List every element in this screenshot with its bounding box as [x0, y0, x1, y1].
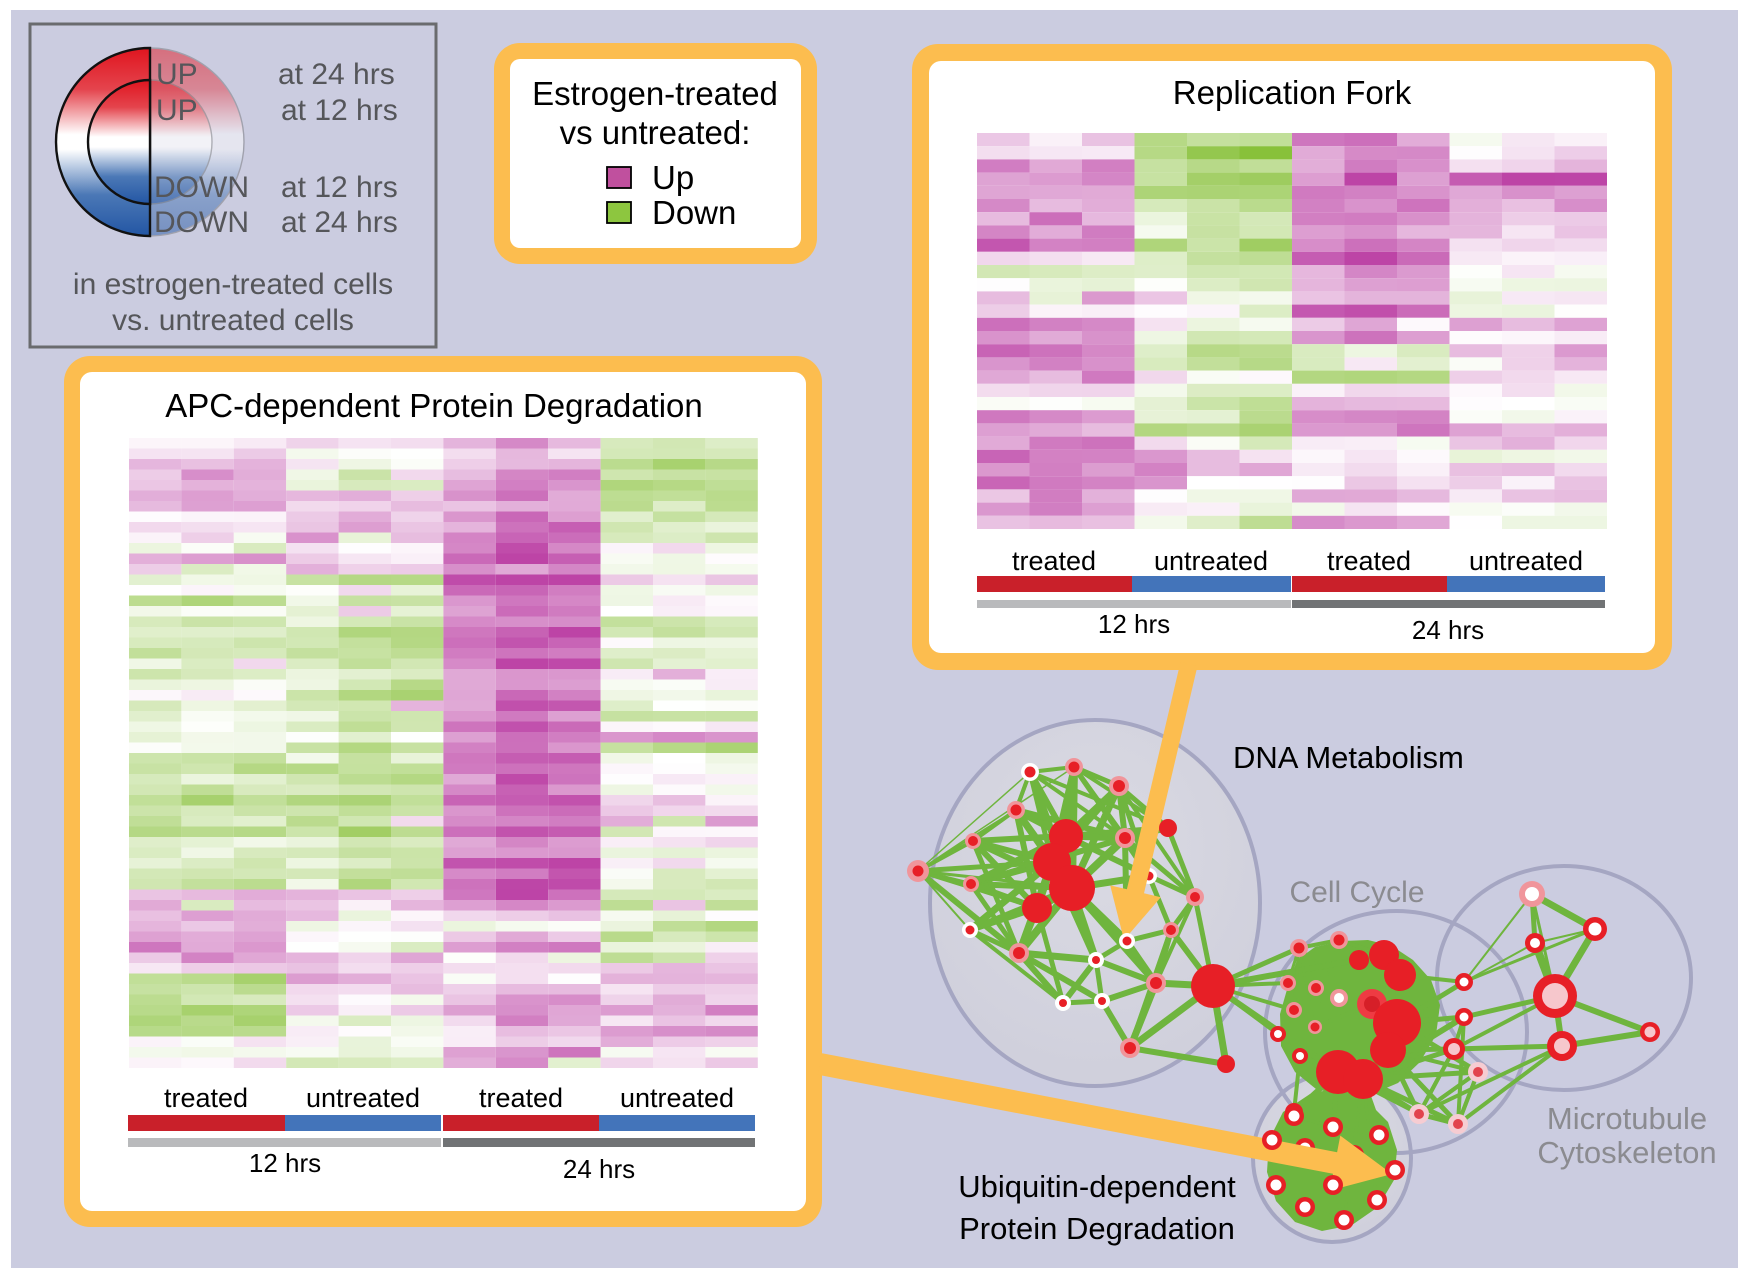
svg-text:untreated: untreated [1154, 546, 1268, 576]
svg-text:DNA Metabolism: DNA Metabolism [1233, 740, 1464, 775]
svg-text:UP: UP [156, 94, 198, 127]
svg-text:Cell Cycle: Cell Cycle [1289, 876, 1424, 909]
svg-text:treated: treated [1012, 546, 1096, 576]
svg-text:at 12 hrs: at 12 hrs [281, 171, 398, 204]
svg-text:Cytoskeleton: Cytoskeleton [1537, 1135, 1716, 1170]
svg-text:Microtubule: Microtubule [1547, 1101, 1707, 1136]
svg-text:untreated: untreated [306, 1083, 420, 1113]
svg-text:treated: treated [479, 1083, 563, 1113]
svg-text:untreated: untreated [1469, 546, 1583, 576]
svg-text:UP: UP [156, 58, 198, 91]
svg-text:Protein Degradation: Protein Degradation [959, 1211, 1235, 1246]
svg-text:APC-dependent Protein Degradat: APC-dependent Protein Degradation [165, 387, 703, 424]
svg-text:24 hrs: 24 hrs [563, 1154, 635, 1184]
svg-text:24 hrs: 24 hrs [1412, 615, 1484, 645]
svg-text:Estrogen-treated: Estrogen-treated [532, 75, 778, 112]
svg-text:DOWN: DOWN [154, 171, 249, 204]
svg-text:Ubiquitin-dependent: Ubiquitin-dependent [958, 1169, 1236, 1204]
svg-text:untreated: untreated [620, 1083, 734, 1113]
svg-text:Down: Down [652, 194, 736, 231]
svg-text:12 hrs: 12 hrs [1098, 609, 1170, 639]
svg-text:DOWN: DOWN [154, 206, 249, 239]
svg-text:treated: treated [1327, 546, 1411, 576]
svg-text:vs. untreated cells: vs. untreated cells [112, 304, 354, 337]
svg-text:Replication Fork: Replication Fork [1173, 74, 1412, 111]
svg-text:at 24 hrs: at 24 hrs [281, 206, 398, 239]
svg-text:Up: Up [652, 159, 694, 196]
svg-text:in estrogen-treated cells: in estrogen-treated cells [73, 268, 393, 301]
svg-text:vs untreated:: vs untreated: [560, 114, 751, 151]
svg-text:treated: treated [164, 1083, 248, 1113]
svg-text:12 hrs: 12 hrs [249, 1148, 321, 1178]
svg-text:at 12 hrs: at 12 hrs [281, 94, 398, 127]
svg-text:at 24 hrs: at 24 hrs [278, 58, 395, 91]
